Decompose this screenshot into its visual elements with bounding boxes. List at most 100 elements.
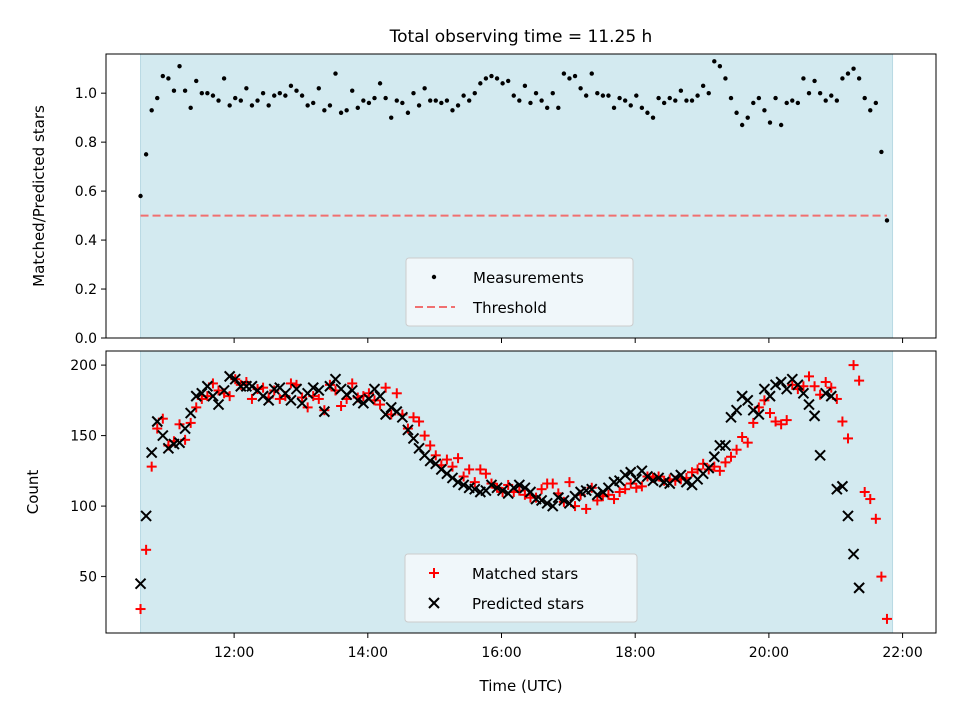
matched-star-point	[748, 417, 759, 428]
matched-star-point	[414, 416, 425, 427]
matched-star-point	[848, 360, 859, 371]
measurement-point	[288, 83, 294, 89]
measurement-point	[817, 90, 823, 96]
measurement-point	[338, 110, 344, 115]
measurement-point	[266, 103, 271, 108]
measurement-point	[361, 98, 366, 103]
measurement-point	[182, 88, 188, 93]
matched-star-point	[475, 464, 486, 475]
measurement-point	[745, 115, 750, 120]
matched-star-point	[776, 419, 787, 430]
predicted-star-point	[396, 411, 409, 423]
measurement-point	[611, 105, 617, 111]
predicted-star-point	[496, 484, 509, 497]
measurement-point	[216, 98, 221, 103]
predicted-star-point	[145, 446, 158, 459]
measurement-point	[366, 100, 372, 106]
measurement-point	[684, 98, 689, 103]
predicted-star-point	[151, 415, 163, 428]
measurement-point	[355, 105, 360, 111]
measurement-point	[143, 152, 149, 157]
measurement-point	[539, 98, 544, 103]
measurement-point	[188, 105, 193, 111]
matched-star-point	[480, 468, 491, 479]
matched-star-point	[447, 461, 458, 472]
predicted-star-point	[547, 500, 559, 512]
matched-star-point	[430, 450, 441, 461]
matched-star-point	[620, 484, 631, 495]
matched-star-point	[687, 467, 698, 478]
measurement-point	[244, 86, 249, 91]
measurement-point	[617, 95, 622, 101]
measurement-point	[277, 90, 282, 96]
measurement-point	[138, 193, 143, 199]
predicted-star-point	[296, 397, 308, 409]
predicted-star-point	[368, 383, 381, 395]
bottom-x-axis-ticks: 12:00 14:00 16:00 18:00 20:00 22:00	[214, 633, 923, 661]
matched-star-point	[347, 378, 358, 389]
measurement-point	[606, 93, 611, 98]
measurement-point	[667, 95, 672, 101]
measurement-point	[205, 90, 210, 96]
measurement-point	[350, 88, 355, 93]
matched-star-point	[224, 391, 235, 402]
measurement-point	[166, 76, 171, 81]
measurement-point	[650, 115, 656, 120]
measurement-point	[522, 83, 528, 89]
measurement-point	[778, 122, 784, 128]
y-tick-label: 0.8	[75, 135, 97, 151]
predicted-star-point	[491, 482, 503, 494]
predicted-star-point	[775, 376, 787, 388]
y-tick-label: 0.6	[75, 184, 97, 200]
legend-measurements-marker	[431, 274, 437, 280]
measurement-point	[656, 95, 661, 101]
measurement-point	[517, 98, 522, 103]
y-tick-label: 150	[70, 429, 97, 445]
matched-star-point	[191, 402, 202, 413]
measurement-point	[695, 93, 700, 98]
predicted-star-point	[279, 387, 292, 400]
measurement-point	[439, 100, 444, 106]
predicted-star-point	[630, 473, 643, 486]
measurement-point	[444, 98, 450, 103]
matched-star-point	[820, 377, 831, 388]
matched-star-point	[854, 375, 865, 386]
measurement-point	[639, 105, 645, 111]
matched-star-point	[731, 444, 742, 455]
matched-star-point	[458, 471, 469, 482]
measurement-point	[856, 76, 862, 81]
matched-star-point	[592, 495, 603, 506]
measurement-point	[773, 95, 778, 101]
matched-star-point	[274, 393, 285, 404]
predicted-star-point	[764, 390, 776, 402]
measurement-point	[311, 100, 316, 106]
measurement-point	[806, 90, 812, 96]
top-chart-title: Total observing time = 11.25 h	[389, 27, 653, 47]
measurement-point	[450, 108, 455, 113]
bottom-legend: Matched stars Predicted stars	[404, 553, 638, 623]
measurement-point	[595, 90, 600, 96]
predicted-star-point	[457, 479, 470, 491]
measurement-point	[589, 71, 594, 76]
x-tick-label: 16:00	[481, 645, 521, 661]
predicted-star-point	[831, 483, 843, 495]
predicted-star-point	[808, 410, 821, 422]
predicted-star-point	[541, 497, 553, 509]
matched-star-point	[870, 513, 881, 524]
x-tick-label: 22:00	[882, 645, 922, 661]
predicted-star-point	[708, 451, 721, 463]
measurement-point	[149, 108, 154, 113]
measurement-point	[299, 93, 305, 98]
predicted-star-point	[346, 384, 358, 397]
matched-star-point	[803, 371, 814, 382]
measurement-point	[405, 110, 411, 115]
matched-star-point	[726, 451, 737, 462]
predicted-star-point	[229, 373, 241, 385]
measurement-point	[377, 81, 383, 86]
measurement-point	[483, 76, 489, 81]
matched-star-point	[336, 400, 347, 411]
y-tick-label: 100	[70, 499, 97, 515]
y-tick-label: 0.2	[75, 282, 97, 298]
measurement-point	[790, 98, 795, 103]
measurement-point	[851, 66, 856, 71]
